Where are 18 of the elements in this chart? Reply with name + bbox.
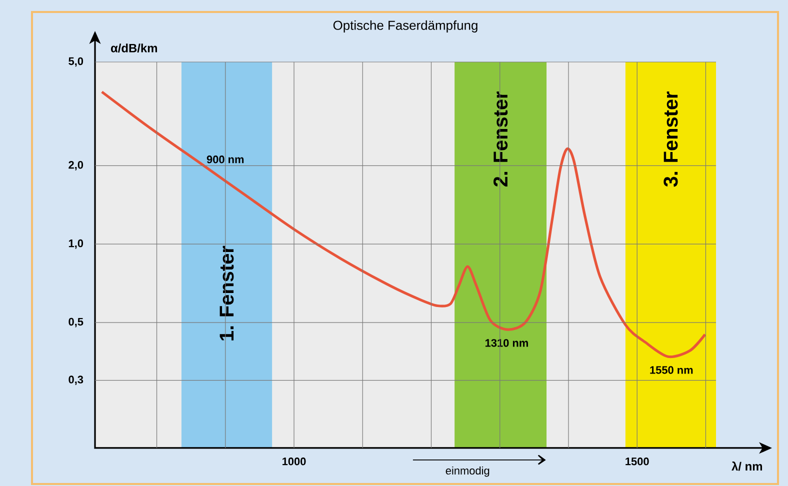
band-label: 2. Fenster (494, 92, 508, 186)
y-tick-label: 5,0 (68, 57, 84, 67)
band-label: 3. Fenster (664, 92, 678, 187)
band-label: 1. Fenster (220, 246, 234, 340)
y-axis-title: α/dB/km (111, 44, 157, 52)
x-tick-label: 1500 (626, 458, 649, 466)
text: einmodig (446, 466, 490, 477)
y-tick-label: 0,5 (68, 318, 84, 328)
y-tick-label: 2,0 (68, 161, 84, 170)
x-axis-title: λ/ nm (732, 462, 762, 471)
line-series (100, 90, 706, 358)
chart-title: Optische Faserdämpfung (333, 20, 478, 32)
annotation: 1310 nm (485, 339, 528, 347)
x-tick-label: 1000 (282, 458, 306, 466)
y-tick-label: 1,0 (68, 239, 84, 249)
y-tick-label: 0,3 (68, 376, 84, 386)
annotation: 900 nm (206, 156, 244, 164)
annotation: 1550 nm (650, 366, 693, 374)
